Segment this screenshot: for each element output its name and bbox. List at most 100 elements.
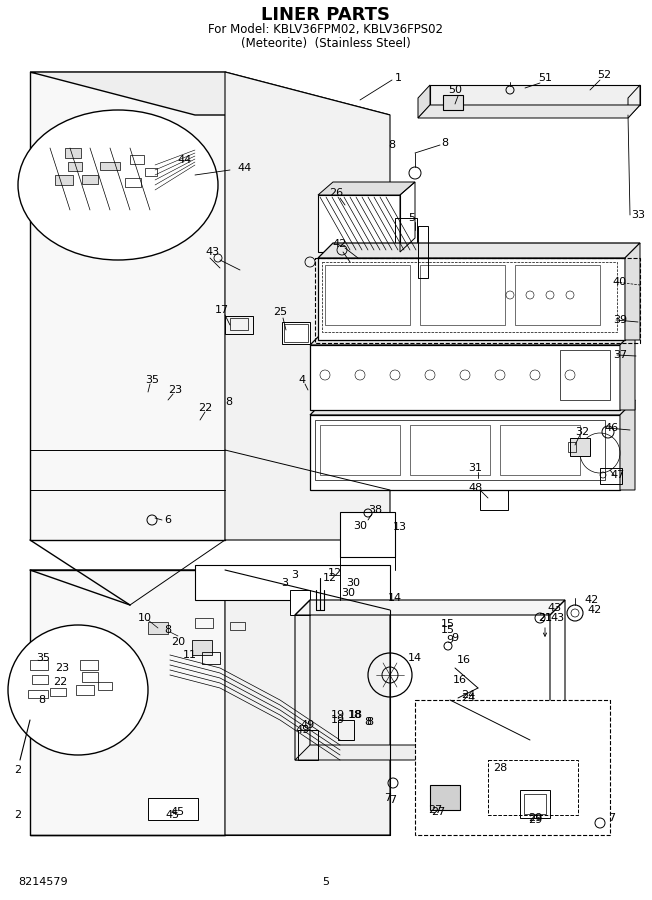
Text: 12: 12 xyxy=(328,568,342,578)
Text: 40: 40 xyxy=(613,277,627,287)
Text: 8: 8 xyxy=(389,140,396,150)
Bar xyxy=(76,685,94,695)
Bar xyxy=(125,178,141,187)
Text: 42: 42 xyxy=(333,239,347,249)
Bar xyxy=(230,318,248,330)
Bar xyxy=(520,790,550,818)
Bar xyxy=(145,168,157,176)
Bar xyxy=(338,720,354,740)
Text: 39: 39 xyxy=(613,315,627,325)
Text: 3: 3 xyxy=(282,578,288,588)
Text: 52: 52 xyxy=(597,70,611,80)
Bar xyxy=(202,652,220,664)
Text: 27: 27 xyxy=(428,805,442,815)
Bar xyxy=(315,420,605,480)
Bar xyxy=(570,438,590,456)
Bar xyxy=(325,265,410,325)
Bar xyxy=(98,682,112,690)
Text: 45: 45 xyxy=(171,807,185,817)
Polygon shape xyxy=(318,182,415,195)
Bar xyxy=(415,700,610,835)
Ellipse shape xyxy=(18,110,218,260)
Bar xyxy=(65,148,81,158)
Text: 8214579: 8214579 xyxy=(18,877,68,887)
Text: 42: 42 xyxy=(585,595,599,605)
Polygon shape xyxy=(318,243,640,258)
Text: 9: 9 xyxy=(447,635,454,645)
Text: 5: 5 xyxy=(323,877,329,887)
Text: 48: 48 xyxy=(469,483,483,493)
Text: For Model: KBLV36FPM02, KBLV36FPS02: For Model: KBLV36FPM02, KBLV36FPS02 xyxy=(209,23,443,37)
Bar xyxy=(430,785,460,810)
Text: 25: 25 xyxy=(273,307,287,317)
Text: 8: 8 xyxy=(164,625,171,635)
Polygon shape xyxy=(295,600,565,615)
Text: 35: 35 xyxy=(36,653,50,663)
Text: 37: 37 xyxy=(613,350,627,360)
Text: 4: 4 xyxy=(299,375,306,385)
Bar xyxy=(282,322,310,344)
Text: 50: 50 xyxy=(448,85,462,95)
Text: 33: 33 xyxy=(631,210,645,220)
Text: (Meteorite)  (Stainless Steel): (Meteorite) (Stainless Steel) xyxy=(241,37,411,50)
Text: 15: 15 xyxy=(441,625,455,635)
Text: 23: 23 xyxy=(168,385,182,395)
Text: 35: 35 xyxy=(145,375,159,385)
Text: 15: 15 xyxy=(441,619,455,629)
Bar xyxy=(322,262,617,332)
Bar xyxy=(82,672,98,682)
Bar xyxy=(420,265,505,325)
Polygon shape xyxy=(318,258,625,340)
Bar xyxy=(230,622,245,630)
Text: 18: 18 xyxy=(349,710,363,720)
Text: 30: 30 xyxy=(341,588,355,598)
Text: 42: 42 xyxy=(588,605,602,615)
Text: 8: 8 xyxy=(366,717,374,727)
Text: 6: 6 xyxy=(164,515,171,525)
Bar xyxy=(68,162,82,171)
Text: 47: 47 xyxy=(611,470,625,480)
Polygon shape xyxy=(620,400,635,490)
Bar xyxy=(340,512,395,557)
Bar xyxy=(284,324,308,342)
Text: 1: 1 xyxy=(394,73,402,83)
Text: 2: 2 xyxy=(14,765,22,775)
Text: 21: 21 xyxy=(538,613,552,623)
Polygon shape xyxy=(30,570,390,610)
Text: 18: 18 xyxy=(348,710,362,720)
Text: 8: 8 xyxy=(226,397,233,407)
Polygon shape xyxy=(30,570,225,835)
Polygon shape xyxy=(225,72,390,540)
Polygon shape xyxy=(30,72,390,115)
Polygon shape xyxy=(225,570,390,835)
Text: 13: 13 xyxy=(393,522,407,532)
Text: 21: 21 xyxy=(538,613,552,623)
Text: 27: 27 xyxy=(431,807,445,817)
Bar xyxy=(560,350,610,400)
Bar xyxy=(395,218,417,288)
Polygon shape xyxy=(30,72,225,540)
Text: 29: 29 xyxy=(528,813,542,823)
Bar xyxy=(418,226,428,278)
Polygon shape xyxy=(620,330,635,410)
Polygon shape xyxy=(318,195,400,252)
Text: 20: 20 xyxy=(171,637,185,647)
Polygon shape xyxy=(310,400,635,415)
Polygon shape xyxy=(418,105,640,118)
Text: 11: 11 xyxy=(183,650,197,660)
Text: 14: 14 xyxy=(408,653,422,663)
Bar xyxy=(82,175,98,184)
Bar xyxy=(443,95,463,110)
Text: 19: 19 xyxy=(331,715,345,725)
Text: 8: 8 xyxy=(441,138,449,148)
Text: 43: 43 xyxy=(206,247,220,257)
Bar xyxy=(488,760,578,815)
Bar xyxy=(568,442,576,452)
Text: 5: 5 xyxy=(409,213,415,223)
Text: 22: 22 xyxy=(198,403,212,413)
Polygon shape xyxy=(625,243,640,340)
Bar xyxy=(100,162,120,170)
Bar xyxy=(32,675,48,684)
Bar xyxy=(80,660,98,670)
Bar xyxy=(600,468,622,484)
